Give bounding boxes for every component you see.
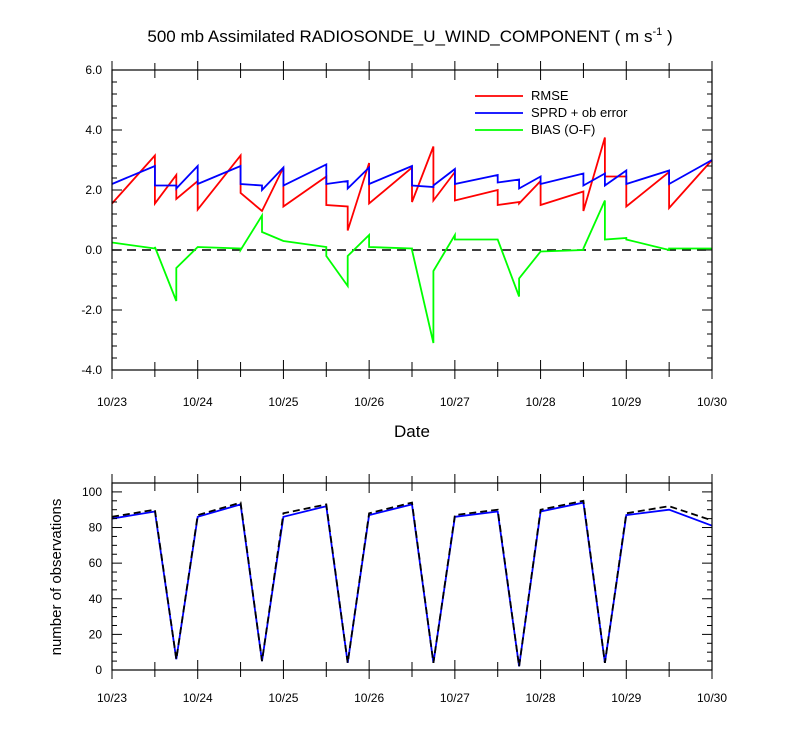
y-tick-label: 4.0 [85, 123, 102, 137]
y-tick-label: 20 [89, 627, 103, 641]
x-tick-label: 10/29 [611, 691, 641, 705]
bottom-y-axis-title: number of observations [48, 499, 65, 656]
x-tick-label: 10/26 [354, 691, 384, 705]
bottom-plot-area [111, 499, 713, 667]
series-line-sprd-ob-error [111, 159, 713, 193]
bottom-y-tick-labels: 0 20 40 60 80 100 [82, 485, 102, 677]
y-tick-label: 40 [89, 592, 103, 606]
y-tick-label: 0.0 [85, 243, 102, 257]
top-plot-frame [111, 69, 713, 371]
legend: RMSE SPRD + ob error BIAS (O-F) [475, 88, 628, 137]
x-tick-label: 10/24 [183, 691, 213, 705]
y-tick-label: -2.0 [81, 303, 102, 317]
y-tick-label: 6.0 [85, 63, 102, 77]
series-line-rmse [111, 137, 713, 231]
y-tick-label: -4.0 [81, 363, 102, 377]
x-tick-label: 10/23 [97, 395, 127, 409]
title-end: ) [662, 27, 672, 46]
y-tick-label: 0 [95, 663, 102, 677]
series-line-bias-o-f [111, 200, 712, 344]
y-tick-label: 2.0 [85, 183, 102, 197]
title-superscript: -1 [652, 26, 662, 38]
top-x-axis-title: Date [394, 422, 430, 441]
top-x-tick-labels: 10/23 10/24 10/25 10/26 10/27 10/28 10/29 10/30 [97, 395, 727, 409]
y-tick-label: 80 [89, 521, 103, 535]
legend-label: SPRD + ob error [531, 105, 628, 120]
top-chart: -4.0-2.00.02.04.06.0 10/23 10/24 10/25 10/2… [81, 61, 727, 441]
legend-label: RMSE [531, 88, 569, 103]
x-tick-label: 10/30 [697, 691, 727, 705]
series-line-assimilated-solid [111, 501, 713, 667]
x-tick-label: 10/27 [440, 691, 470, 705]
top-plot-area [111, 137, 713, 344]
x-tick-label: 10/26 [354, 395, 384, 409]
x-tick-label: 10/30 [697, 395, 727, 409]
legend-label: BIAS (O-F) [531, 122, 595, 137]
top-y-tick-labels: -4.0 -2.0 0.0 2.0 4.0 6.0 [81, 63, 102, 377]
x-tick-label: 10/28 [526, 691, 556, 705]
x-tick-label: 10/27 [440, 395, 470, 409]
y-tick-label: 100 [82, 485, 102, 499]
bottom-plot-frame [111, 482, 713, 671]
series-line-possible-dashed [111, 499, 713, 667]
y-tick-label: 60 [89, 556, 103, 570]
x-tick-label: 10/24 [183, 395, 213, 409]
x-tick-label: 10/25 [268, 691, 298, 705]
x-tick-label: 10/29 [611, 395, 641, 409]
title-main: 500 mb Assimilated RADIOSONDE_U_WIND_COM… [147, 27, 652, 46]
x-tick-label: 10/23 [97, 691, 127, 705]
x-tick-label: 10/28 [526, 395, 556, 409]
chart-title: 500 mb Assimilated RADIOSONDE_U_WIND_COM… [147, 26, 672, 46]
bottom-x-tick-labels: 10/23 10/24 10/25 10/26 10/27 10/28 10/29 10/30 [97, 691, 727, 705]
x-tick-label: 10/25 [268, 395, 298, 409]
